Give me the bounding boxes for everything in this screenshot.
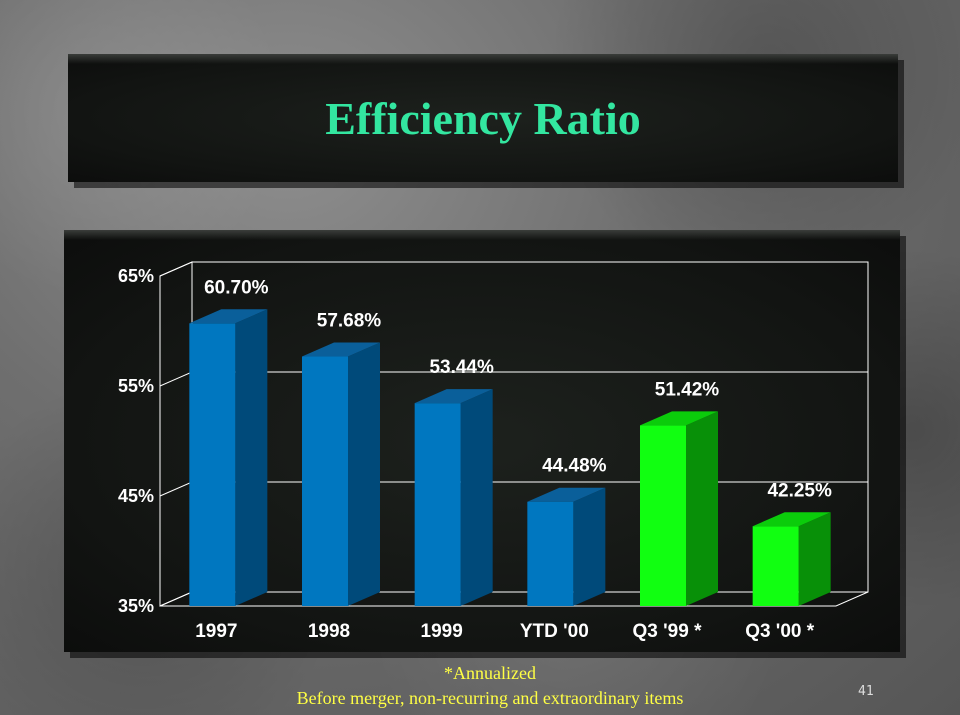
data-label: 53.44% bbox=[429, 357, 494, 378]
data-label: 42.25% bbox=[767, 480, 832, 501]
bar-side bbox=[798, 512, 831, 606]
bar bbox=[527, 501, 574, 606]
bar-top bbox=[527, 487, 606, 502]
bar-top bbox=[414, 389, 493, 404]
x-tick-label: Q3 '99 * bbox=[633, 621, 703, 642]
bar-side bbox=[460, 389, 493, 606]
bar-side bbox=[573, 487, 606, 606]
data-label: 51.42% bbox=[655, 379, 720, 400]
y-tick-label: 45% bbox=[118, 486, 154, 506]
bar-side bbox=[348, 342, 380, 606]
bar-side bbox=[235, 309, 268, 606]
bar bbox=[189, 323, 236, 606]
title-panel: Efficiency Ratio bbox=[68, 54, 898, 182]
gridline bbox=[159, 261, 868, 277]
footnote-before-merger: Before merger, non-recurring and extraor… bbox=[296, 688, 684, 708]
bar bbox=[414, 403, 461, 606]
left-wall bbox=[159, 261, 193, 607]
bar-top bbox=[752, 512, 831, 527]
footnote-annualized: *Annualized bbox=[444, 663, 536, 683]
data-label: 60.70% bbox=[204, 277, 269, 298]
y-tick-label: 35% bbox=[118, 596, 154, 616]
bar bbox=[752, 526, 799, 606]
bar-top bbox=[302, 342, 380, 357]
x-tick-label: 1998 bbox=[308, 621, 350, 642]
page-number: 41 bbox=[858, 684, 874, 699]
floor bbox=[159, 591, 869, 607]
x-tick-label: 1997 bbox=[195, 621, 237, 642]
bar-top bbox=[189, 309, 268, 324]
y-tick-label: 55% bbox=[118, 376, 154, 396]
bar bbox=[302, 356, 348, 606]
bar bbox=[640, 425, 686, 606]
x-tick-label: Q3 '00 * bbox=[745, 621, 815, 642]
slide-title: Efficiency Ratio bbox=[325, 93, 641, 144]
y-tick-label: 65% bbox=[118, 266, 154, 286]
x-tick-label: YTD '00 bbox=[520, 621, 589, 642]
data-label: 44.48% bbox=[542, 456, 607, 477]
x-tick-label: 1999 bbox=[421, 621, 463, 642]
bar-top bbox=[640, 411, 718, 426]
data-label: 57.68% bbox=[317, 311, 382, 332]
bar-side bbox=[686, 411, 718, 606]
